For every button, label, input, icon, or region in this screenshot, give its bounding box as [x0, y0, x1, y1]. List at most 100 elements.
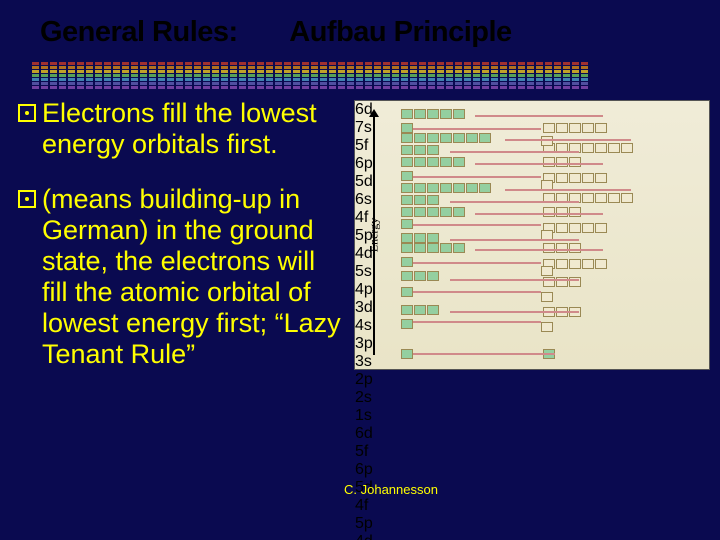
energy-connector	[450, 279, 579, 281]
orbital-box	[556, 259, 568, 269]
orbital-box	[569, 223, 581, 233]
bullet-list: Electrons fill the lowest energy orbital…	[18, 98, 348, 394]
energy-connector	[413, 262, 541, 264]
orbital-box	[414, 157, 426, 167]
orbital-box	[466, 133, 478, 143]
orbital-box	[556, 123, 568, 133]
orbital-box	[595, 173, 607, 183]
orbital-box	[414, 109, 426, 119]
orbital-box	[582, 259, 594, 269]
orbital-box	[569, 157, 581, 167]
orbital-box	[401, 243, 413, 253]
orbital-box	[414, 133, 426, 143]
orbital-box	[427, 271, 439, 281]
orbital-box	[401, 319, 413, 329]
orbital-box	[427, 183, 439, 193]
orbital-box	[556, 223, 568, 233]
orbital-box	[569, 259, 581, 269]
orbital-box	[556, 157, 568, 167]
orbital-box	[414, 233, 426, 243]
orbital-box	[401, 145, 413, 155]
orbital-box	[427, 195, 439, 205]
orbital-box	[556, 243, 568, 253]
orbital-box	[414, 207, 426, 217]
orbital-box	[401, 109, 413, 119]
orbital-label: 4d	[355, 533, 709, 540]
orbital-box	[427, 243, 439, 253]
orbital-box	[401, 171, 413, 181]
orbital-box	[543, 157, 555, 167]
orbital-box	[595, 193, 607, 203]
orbital-box	[595, 259, 607, 269]
energy-connector	[450, 311, 579, 313]
orbital-box	[401, 305, 413, 315]
orbital-box	[543, 123, 555, 133]
orbital-box	[608, 143, 620, 153]
orbital-box	[427, 207, 439, 217]
bullet-item: Electrons fill the lowest energy orbital…	[18, 98, 348, 160]
orbital-label: 2p	[355, 371, 709, 389]
orbital-box	[541, 136, 553, 146]
energy-connector	[413, 321, 541, 323]
footer-credit: C. Johannesson	[344, 482, 438, 497]
orbital-label: 5p	[355, 515, 709, 533]
orbital-box	[401, 233, 413, 243]
orbital-box	[595, 123, 607, 133]
orbital-box	[414, 305, 426, 315]
energy-connector	[413, 176, 541, 178]
orbital-box	[621, 143, 633, 153]
title-right: Aufbau Principle	[289, 16, 511, 49]
orbital-label: 2s	[355, 389, 709, 407]
orbital-box	[569, 243, 581, 253]
slide-title: General Rules: Aufbau Principle	[40, 16, 680, 49]
orbital-box	[541, 322, 553, 332]
orbital-box	[541, 292, 553, 302]
orbital-box	[401, 349, 413, 359]
bullet-marker-icon	[18, 190, 36, 208]
orbital-box	[543, 207, 555, 217]
orbital-label: 6d	[355, 425, 709, 443]
rainbow-divider	[32, 62, 624, 80]
orbital-box	[453, 183, 465, 193]
slide: General Rules: Aufbau Principle Electron…	[0, 0, 720, 540]
orbital-box	[582, 173, 594, 183]
orbital-box	[582, 193, 594, 203]
orbital-box	[440, 243, 452, 253]
bullet-text: Electrons fill the lowest energy orbital…	[42, 98, 348, 160]
orbital-box	[401, 133, 413, 143]
orbital-box	[401, 157, 413, 167]
orbital-box	[453, 109, 465, 119]
energy-connector	[413, 224, 541, 226]
orbital-box	[414, 195, 426, 205]
orbital-box	[569, 173, 581, 183]
orbital-box	[427, 157, 439, 167]
energy-connector	[505, 189, 631, 191]
orbital-box	[427, 133, 439, 143]
orbital-box	[427, 305, 439, 315]
bullet-marker-icon	[18, 104, 36, 122]
orbital-box	[401, 207, 413, 217]
orbital-box	[440, 157, 452, 167]
energy-connector	[505, 139, 631, 141]
orbital-box	[582, 143, 594, 153]
orbital-box	[621, 193, 633, 203]
orbital-box	[595, 223, 607, 233]
orbital-box	[608, 193, 620, 203]
orbital-box	[401, 195, 413, 205]
orbital-label: 6p	[355, 461, 709, 479]
energy-connector	[450, 201, 579, 203]
orbital-box	[427, 233, 439, 243]
orbital-box	[453, 133, 465, 143]
orbital-box	[453, 157, 465, 167]
orbital-box	[401, 257, 413, 267]
orbital-box	[569, 207, 581, 217]
energy-connector	[475, 115, 603, 117]
aufbau-diagram: Energy 6d7s5f6p5d6s4f5p4d5s4p3d4s3p3s2p2…	[354, 100, 710, 370]
orbital-box	[414, 183, 426, 193]
orbital-box	[401, 271, 413, 281]
orbital-box	[401, 219, 413, 229]
title-left: General Rules:	[40, 16, 238, 49]
energy-connector	[475, 213, 603, 215]
energy-connector	[450, 239, 579, 241]
orbital-box	[440, 207, 452, 217]
